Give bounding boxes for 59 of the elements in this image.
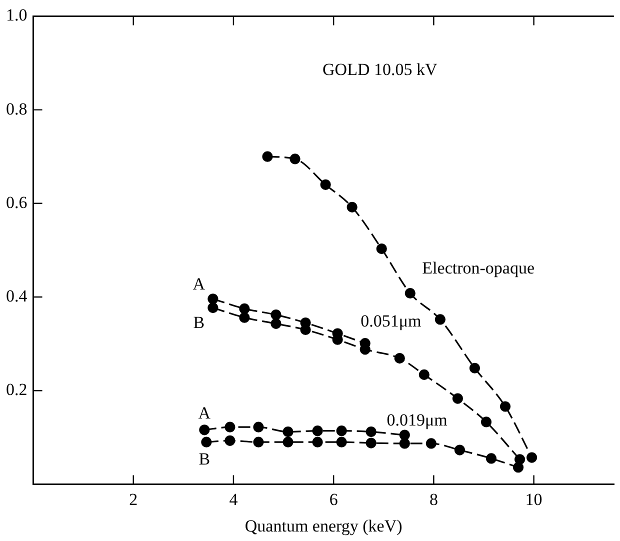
point — [454, 444, 466, 456]
point — [282, 426, 294, 438]
x-tick-label: 4 — [229, 490, 238, 509]
point — [253, 422, 264, 432]
point — [224, 435, 236, 446]
point — [404, 288, 416, 299]
point — [469, 362, 480, 374]
point — [208, 302, 218, 314]
point — [199, 424, 210, 436]
point — [239, 303, 250, 314]
point — [270, 309, 282, 320]
x-tick-label: 6 — [329, 490, 338, 509]
point — [526, 452, 538, 463]
point — [320, 179, 331, 190]
x-axis-title: Quantum energy (keV) — [244, 516, 402, 536]
x-tick-label: 8 — [429, 490, 438, 509]
annotation: 0.051μm — [360, 311, 422, 330]
point — [426, 438, 436, 449]
point — [480, 416, 492, 428]
series-label: A — [198, 403, 212, 422]
point — [418, 369, 430, 380]
point — [312, 436, 323, 448]
point — [239, 312, 250, 323]
series-label: B — [193, 313, 205, 332]
point — [399, 430, 410, 440]
point — [201, 436, 212, 448]
point — [376, 243, 387, 254]
annotation: 0.019μm — [386, 410, 448, 430]
point — [282, 436, 294, 448]
point — [224, 422, 236, 432]
x-tick-label: 10 — [525, 490, 542, 509]
y-tick-label: 0.6 — [6, 192, 28, 212]
series-label: Electron-opaque — [422, 258, 535, 278]
point — [312, 426, 323, 436]
point — [486, 453, 497, 464]
point — [346, 202, 358, 212]
y-tick-label: 0.2 — [6, 380, 28, 400]
point — [336, 436, 347, 448]
point — [394, 353, 405, 364]
point — [336, 426, 347, 436]
series-label: A — [192, 274, 206, 294]
y-tick-label: 0.8 — [6, 99, 28, 118]
point — [253, 436, 264, 448]
point — [262, 151, 273, 162]
point — [434, 314, 446, 325]
point — [399, 438, 410, 449]
point — [290, 154, 300, 164]
point — [452, 393, 464, 404]
y-tick-label: 0.4 — [6, 286, 28, 306]
point — [514, 454, 526, 465]
point — [500, 401, 511, 412]
point — [270, 318, 282, 329]
x-tick-label: 2 — [129, 490, 138, 509]
point — [366, 426, 376, 438]
y-tick-label: 1.0 — [6, 6, 28, 25]
point — [208, 294, 218, 304]
point — [366, 438, 376, 448]
series-label: B — [198, 450, 210, 469]
annotation: GOLD 10.05 kV — [322, 60, 438, 79]
